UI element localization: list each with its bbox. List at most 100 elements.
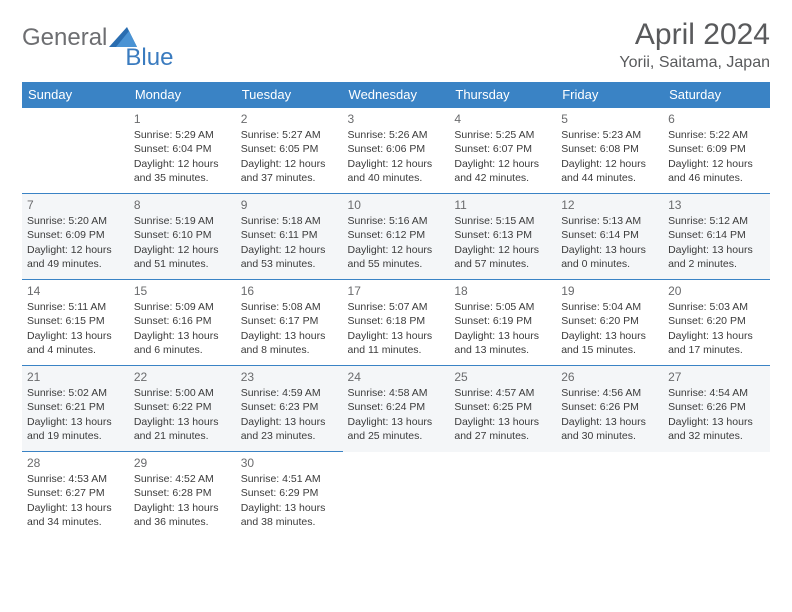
sunset-line: Sunset: 6:22 PM bbox=[134, 400, 231, 414]
sunset-line: Sunset: 6:19 PM bbox=[454, 314, 551, 328]
day-details: Sunrise: 5:20 AMSunset: 6:09 PMDaylight:… bbox=[27, 214, 124, 271]
calendar-cell bbox=[22, 108, 129, 194]
day-details: Sunrise: 5:23 AMSunset: 6:08 PMDaylight:… bbox=[561, 128, 658, 185]
sunrise-line: Sunrise: 4:57 AM bbox=[454, 386, 551, 400]
sunrise-line: Sunrise: 5:29 AM bbox=[134, 128, 231, 142]
day-number: 9 bbox=[241, 197, 338, 214]
page-header: General Blue April 2024 Yorii, Saitama, … bbox=[22, 18, 770, 72]
calendar-week-row: 14Sunrise: 5:11 AMSunset: 6:15 PMDayligh… bbox=[22, 280, 770, 366]
day-number: 12 bbox=[561, 197, 658, 214]
sunset-line: Sunset: 6:06 PM bbox=[348, 142, 445, 156]
day-details: Sunrise: 5:13 AMSunset: 6:14 PMDaylight:… bbox=[561, 214, 658, 271]
sunset-line: Sunset: 6:29 PM bbox=[241, 486, 338, 500]
sunrise-line: Sunrise: 4:53 AM bbox=[27, 472, 124, 486]
daylight-line: Daylight: 13 hours and 21 minutes. bbox=[134, 415, 231, 443]
day-details: Sunrise: 5:03 AMSunset: 6:20 PMDaylight:… bbox=[668, 300, 765, 357]
sunrise-line: Sunrise: 5:00 AM bbox=[134, 386, 231, 400]
daylight-line: Daylight: 12 hours and 37 minutes. bbox=[241, 157, 338, 185]
calendar-cell: 29Sunrise: 4:52 AMSunset: 6:28 PMDayligh… bbox=[129, 452, 236, 538]
calendar-cell bbox=[449, 452, 556, 538]
day-number: 5 bbox=[561, 111, 658, 128]
day-details: Sunrise: 5:07 AMSunset: 6:18 PMDaylight:… bbox=[348, 300, 445, 357]
day-number: 25 bbox=[454, 369, 551, 386]
daylight-line: Daylight: 12 hours and 40 minutes. bbox=[348, 157, 445, 185]
calendar-cell bbox=[556, 452, 663, 538]
day-details: Sunrise: 5:04 AMSunset: 6:20 PMDaylight:… bbox=[561, 300, 658, 357]
day-number: 21 bbox=[27, 369, 124, 386]
calendar-cell: 9Sunrise: 5:18 AMSunset: 6:11 PMDaylight… bbox=[236, 194, 343, 280]
day-details: Sunrise: 5:27 AMSunset: 6:05 PMDaylight:… bbox=[241, 128, 338, 185]
day-details: Sunrise: 4:58 AMSunset: 6:24 PMDaylight:… bbox=[348, 386, 445, 443]
calendar-cell: 16Sunrise: 5:08 AMSunset: 6:17 PMDayligh… bbox=[236, 280, 343, 366]
sunrise-line: Sunrise: 5:15 AM bbox=[454, 214, 551, 228]
brand-word-1: General bbox=[22, 24, 107, 52]
sunrise-line: Sunrise: 5:19 AM bbox=[134, 214, 231, 228]
calendar-cell: 21Sunrise: 5:02 AMSunset: 6:21 PMDayligh… bbox=[22, 366, 129, 452]
sunrise-line: Sunrise: 5:26 AM bbox=[348, 128, 445, 142]
sunset-line: Sunset: 6:08 PM bbox=[561, 142, 658, 156]
day-details: Sunrise: 4:51 AMSunset: 6:29 PMDaylight:… bbox=[241, 472, 338, 529]
calendar-cell: 28Sunrise: 4:53 AMSunset: 6:27 PMDayligh… bbox=[22, 452, 129, 538]
calendar-cell: 5Sunrise: 5:23 AMSunset: 6:08 PMDaylight… bbox=[556, 108, 663, 194]
day-details: Sunrise: 5:05 AMSunset: 6:19 PMDaylight:… bbox=[454, 300, 551, 357]
day-details: Sunrise: 5:29 AMSunset: 6:04 PMDaylight:… bbox=[134, 128, 231, 185]
calendar-cell: 13Sunrise: 5:12 AMSunset: 6:14 PMDayligh… bbox=[663, 194, 770, 280]
sunrise-line: Sunrise: 5:09 AM bbox=[134, 300, 231, 314]
day-number: 18 bbox=[454, 283, 551, 300]
calendar-cell: 11Sunrise: 5:15 AMSunset: 6:13 PMDayligh… bbox=[449, 194, 556, 280]
day-details: Sunrise: 5:26 AMSunset: 6:06 PMDaylight:… bbox=[348, 128, 445, 185]
day-number: 14 bbox=[27, 283, 124, 300]
calendar-cell: 1Sunrise: 5:29 AMSunset: 6:04 PMDaylight… bbox=[129, 108, 236, 194]
daylight-line: Daylight: 13 hours and 19 minutes. bbox=[27, 415, 124, 443]
brand-word-2: Blue bbox=[125, 44, 173, 72]
calendar-cell: 20Sunrise: 5:03 AMSunset: 6:20 PMDayligh… bbox=[663, 280, 770, 366]
day-number: 22 bbox=[134, 369, 231, 386]
daylight-line: Daylight: 13 hours and 23 minutes. bbox=[241, 415, 338, 443]
sunset-line: Sunset: 6:04 PM bbox=[134, 142, 231, 156]
daylight-line: Daylight: 13 hours and 11 minutes. bbox=[348, 329, 445, 357]
sunset-line: Sunset: 6:11 PM bbox=[241, 228, 338, 242]
calendar-cell bbox=[343, 452, 450, 538]
calendar-cell: 19Sunrise: 5:04 AMSunset: 6:20 PMDayligh… bbox=[556, 280, 663, 366]
day-number: 6 bbox=[668, 111, 765, 128]
calendar-cell: 3Sunrise: 5:26 AMSunset: 6:06 PMDaylight… bbox=[343, 108, 450, 194]
sunrise-line: Sunrise: 5:07 AM bbox=[348, 300, 445, 314]
day-details: Sunrise: 4:52 AMSunset: 6:28 PMDaylight:… bbox=[134, 472, 231, 529]
daylight-line: Daylight: 12 hours and 44 minutes. bbox=[561, 157, 658, 185]
day-number: 23 bbox=[241, 369, 338, 386]
daylight-line: Daylight: 12 hours and 57 minutes. bbox=[454, 243, 551, 271]
sunrise-line: Sunrise: 4:51 AM bbox=[241, 472, 338, 486]
day-number: 13 bbox=[668, 197, 765, 214]
day-details: Sunrise: 5:15 AMSunset: 6:13 PMDaylight:… bbox=[454, 214, 551, 271]
daylight-line: Daylight: 13 hours and 30 minutes. bbox=[561, 415, 658, 443]
day-number: 27 bbox=[668, 369, 765, 386]
sunrise-line: Sunrise: 5:02 AM bbox=[27, 386, 124, 400]
daylight-line: Daylight: 13 hours and 27 minutes. bbox=[454, 415, 551, 443]
day-header: Tuesday bbox=[236, 82, 343, 108]
day-details: Sunrise: 5:02 AMSunset: 6:21 PMDaylight:… bbox=[27, 386, 124, 443]
sunrise-line: Sunrise: 5:27 AM bbox=[241, 128, 338, 142]
calendar-cell: 10Sunrise: 5:16 AMSunset: 6:12 PMDayligh… bbox=[343, 194, 450, 280]
calendar-week-row: 28Sunrise: 4:53 AMSunset: 6:27 PMDayligh… bbox=[22, 452, 770, 538]
daylight-line: Daylight: 13 hours and 0 minutes. bbox=[561, 243, 658, 271]
sunset-line: Sunset: 6:20 PM bbox=[561, 314, 658, 328]
sunrise-line: Sunrise: 5:18 AM bbox=[241, 214, 338, 228]
title-block: April 2024 Yorii, Saitama, Japan bbox=[619, 18, 770, 72]
sunset-line: Sunset: 6:26 PM bbox=[668, 400, 765, 414]
brand-logo: General Blue bbox=[22, 18, 139, 52]
sunset-line: Sunset: 6:21 PM bbox=[27, 400, 124, 414]
daylight-line: Daylight: 12 hours and 42 minutes. bbox=[454, 157, 551, 185]
sunrise-line: Sunrise: 4:59 AM bbox=[241, 386, 338, 400]
daylight-line: Daylight: 12 hours and 46 minutes. bbox=[668, 157, 765, 185]
day-header: Saturday bbox=[663, 82, 770, 108]
day-details: Sunrise: 5:22 AMSunset: 6:09 PMDaylight:… bbox=[668, 128, 765, 185]
calendar-cell: 2Sunrise: 5:27 AMSunset: 6:05 PMDaylight… bbox=[236, 108, 343, 194]
calendar-cell: 4Sunrise: 5:25 AMSunset: 6:07 PMDaylight… bbox=[449, 108, 556, 194]
sunset-line: Sunset: 6:09 PM bbox=[27, 228, 124, 242]
day-details: Sunrise: 4:56 AMSunset: 6:26 PMDaylight:… bbox=[561, 386, 658, 443]
sunrise-line: Sunrise: 5:23 AM bbox=[561, 128, 658, 142]
day-number: 16 bbox=[241, 283, 338, 300]
sunset-line: Sunset: 6:17 PM bbox=[241, 314, 338, 328]
day-header: Sunday bbox=[22, 82, 129, 108]
sunset-line: Sunset: 6:12 PM bbox=[348, 228, 445, 242]
